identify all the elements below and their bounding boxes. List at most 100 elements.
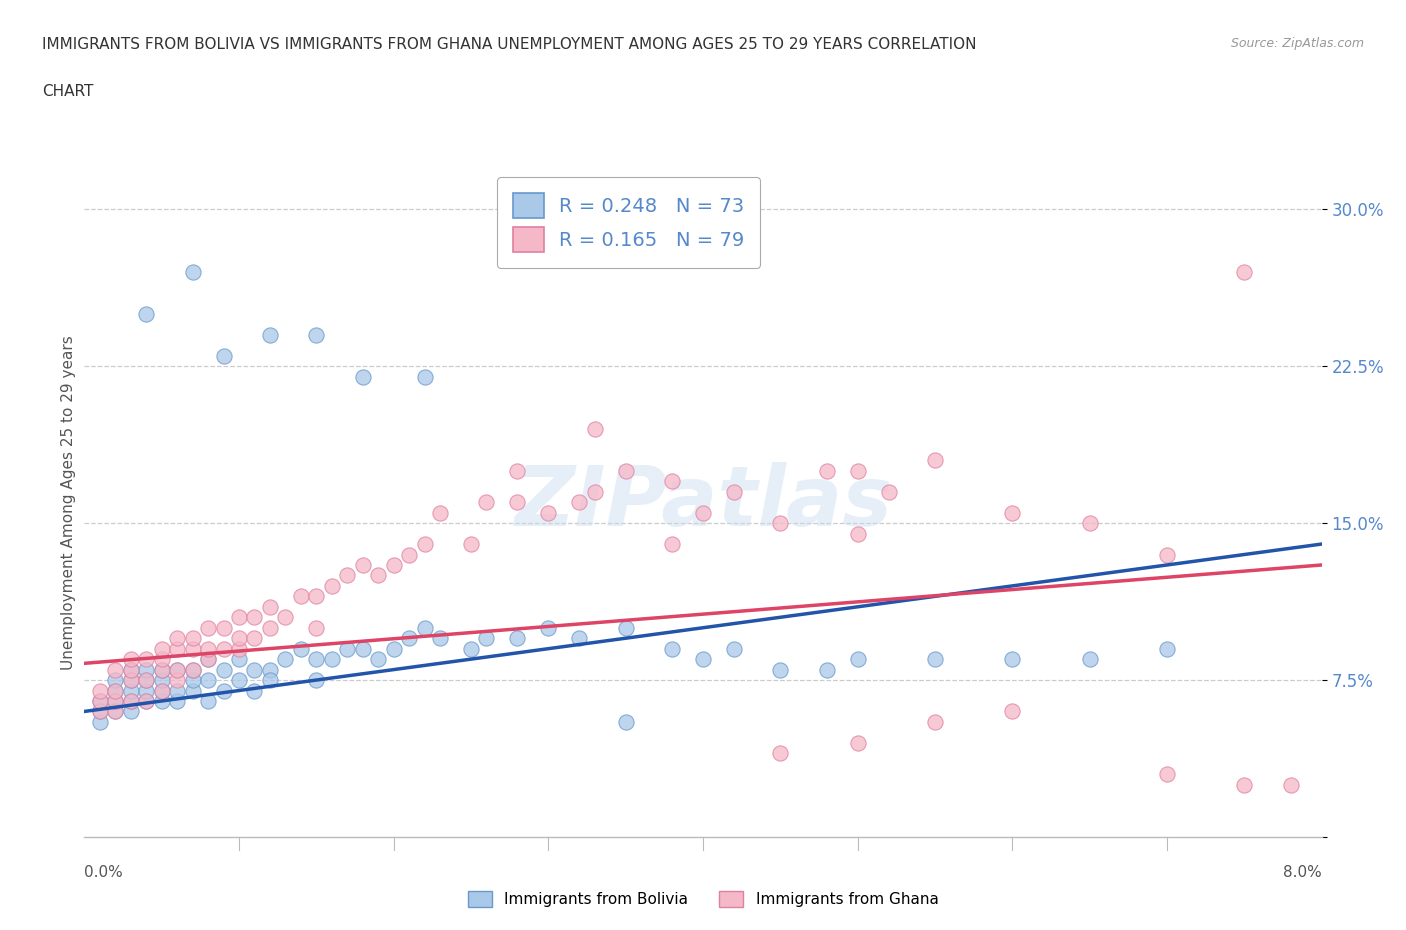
Point: [321, 578, 343, 593]
Point: [352, 369, 374, 384]
Point: [537, 505, 560, 520]
Point: [104, 704, 127, 719]
Point: [506, 495, 529, 510]
Point: [475, 631, 498, 645]
Point: [305, 327, 328, 342]
Point: [120, 672, 142, 687]
Point: [135, 694, 157, 709]
Text: CHART: CHART: [42, 84, 94, 99]
Point: [181, 662, 204, 677]
Text: ZIPatlas: ZIPatlas: [515, 461, 891, 543]
Legend: Immigrants from Bolivia, Immigrants from Ghana: Immigrants from Bolivia, Immigrants from…: [461, 884, 945, 913]
Point: [614, 463, 637, 478]
Point: [398, 547, 420, 562]
Text: Source: ZipAtlas.com: Source: ZipAtlas.com: [1230, 37, 1364, 50]
Y-axis label: Unemployment Among Ages 25 to 29 years: Unemployment Among Ages 25 to 29 years: [60, 335, 76, 670]
Point: [1078, 516, 1101, 531]
Point: [104, 683, 127, 698]
Point: [104, 683, 127, 698]
Point: [583, 421, 606, 436]
Point: [259, 672, 281, 687]
Point: [290, 589, 312, 604]
Point: [197, 652, 219, 667]
Point: [568, 631, 591, 645]
Point: [150, 642, 173, 657]
Point: [89, 714, 111, 729]
Point: [568, 495, 591, 510]
Point: [352, 642, 374, 657]
Point: [1001, 505, 1024, 520]
Point: [321, 652, 343, 667]
Point: [166, 662, 188, 677]
Text: 8.0%: 8.0%: [1282, 865, 1322, 880]
Point: [181, 642, 204, 657]
Point: [104, 672, 127, 687]
Point: [166, 694, 188, 709]
Point: [1001, 652, 1024, 667]
Point: [336, 568, 359, 583]
Point: [846, 463, 869, 478]
Point: [506, 463, 529, 478]
Point: [259, 600, 281, 615]
Point: [150, 672, 173, 687]
Point: [661, 537, 683, 551]
Point: [924, 714, 946, 729]
Point: [228, 642, 250, 657]
Point: [661, 474, 683, 489]
Point: [89, 694, 111, 709]
Text: 0.0%: 0.0%: [84, 865, 124, 880]
Point: [89, 704, 111, 719]
Point: [89, 694, 111, 709]
Legend: R = 0.248   N = 73, R = 0.165   N = 79: R = 0.248 N = 73, R = 0.165 N = 79: [498, 177, 761, 268]
Point: [135, 672, 157, 687]
Point: [228, 672, 250, 687]
Point: [120, 694, 142, 709]
Point: [1233, 777, 1256, 792]
Point: [877, 485, 900, 499]
Point: [259, 662, 281, 677]
Point: [181, 683, 204, 698]
Point: [413, 620, 436, 635]
Point: [367, 568, 389, 583]
Point: [135, 694, 157, 709]
Point: [135, 652, 157, 667]
Point: [150, 662, 173, 677]
Point: [104, 694, 127, 709]
Point: [846, 652, 869, 667]
Point: [769, 516, 792, 531]
Point: [120, 683, 142, 698]
Point: [413, 537, 436, 551]
Point: [243, 631, 266, 645]
Point: [104, 704, 127, 719]
Point: [150, 683, 173, 698]
Point: [212, 683, 235, 698]
Point: [460, 642, 482, 657]
Point: [150, 662, 173, 677]
Point: [166, 683, 188, 698]
Point: [506, 631, 529, 645]
Point: [815, 662, 838, 677]
Point: [212, 349, 235, 364]
Point: [305, 652, 328, 667]
Point: [120, 662, 142, 677]
Point: [846, 526, 869, 541]
Point: [723, 485, 745, 499]
Point: [259, 327, 281, 342]
Point: [228, 652, 250, 667]
Point: [166, 672, 188, 687]
Point: [212, 620, 235, 635]
Point: [150, 683, 173, 698]
Point: [274, 610, 297, 625]
Point: [150, 652, 173, 667]
Point: [104, 694, 127, 709]
Point: [274, 652, 297, 667]
Point: [305, 589, 328, 604]
Point: [243, 683, 266, 698]
Point: [166, 631, 188, 645]
Point: [181, 662, 204, 677]
Point: [583, 485, 606, 499]
Point: [181, 265, 204, 280]
Point: [815, 463, 838, 478]
Point: [120, 672, 142, 687]
Point: [460, 537, 482, 551]
